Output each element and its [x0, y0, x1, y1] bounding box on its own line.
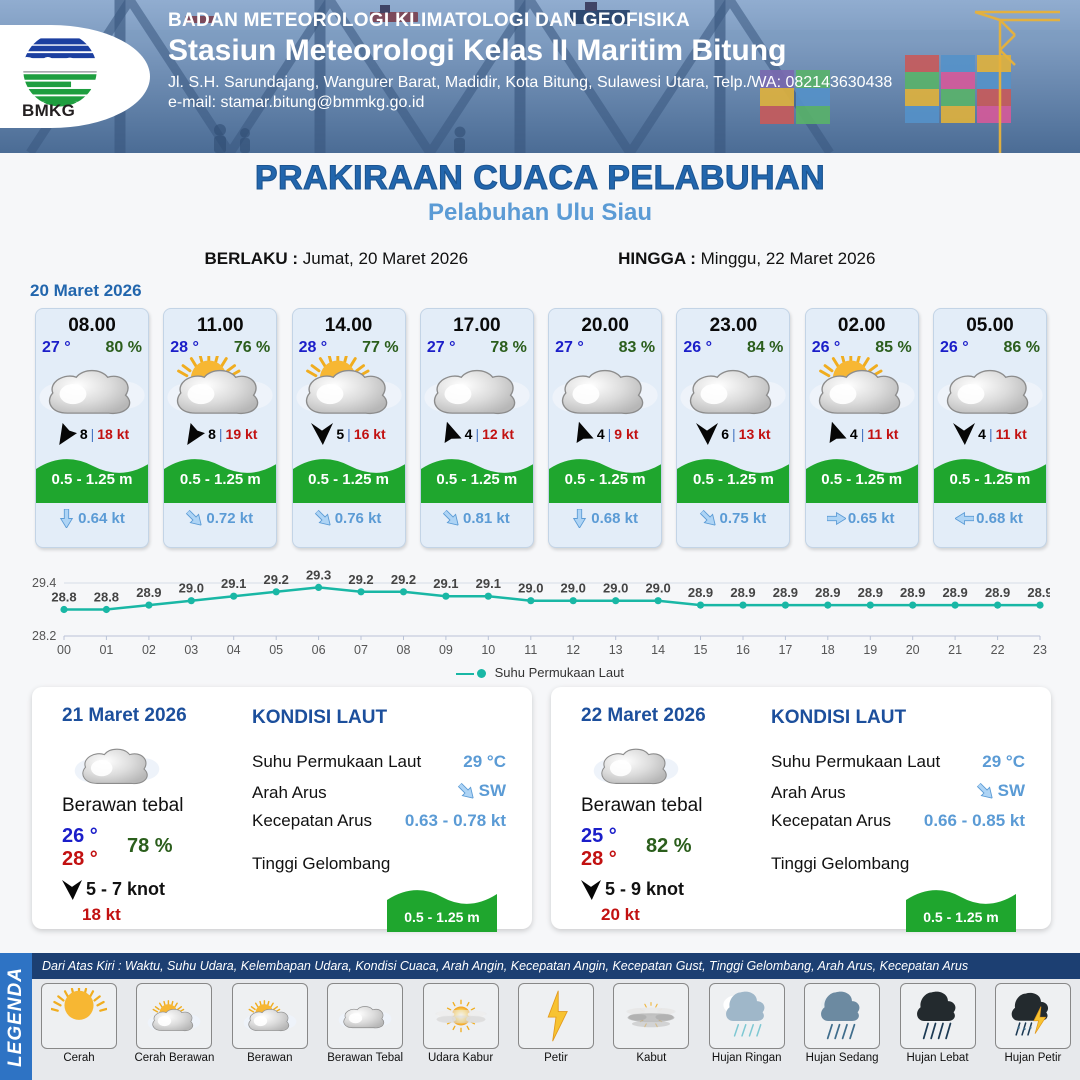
svg-text:04: 04 — [227, 643, 241, 657]
svg-text:03: 03 — [184, 643, 198, 657]
svg-text:02: 02 — [142, 643, 156, 657]
svg-text:29.2: 29.2 — [391, 572, 416, 587]
svg-text:00: 00 — [57, 643, 71, 657]
svg-text:29.2: 29.2 — [264, 572, 289, 587]
svg-text:28.9: 28.9 — [136, 585, 161, 600]
svg-text:21: 21 — [948, 643, 962, 657]
svg-text:28.9: 28.9 — [1027, 585, 1050, 600]
svg-text:23: 23 — [1033, 643, 1047, 657]
svg-text:29.2: 29.2 — [348, 572, 373, 587]
svg-text:11: 11 — [524, 643, 537, 657]
svg-text:08: 08 — [397, 643, 411, 657]
svg-text:28.9: 28.9 — [730, 585, 755, 600]
svg-text:29.1: 29.1 — [221, 576, 246, 591]
svg-text:20: 20 — [906, 643, 920, 657]
svg-text:10: 10 — [481, 643, 495, 657]
svg-text:29.4: 29.4 — [32, 576, 56, 590]
svg-text:28.8: 28.8 — [94, 590, 119, 605]
svg-text:28.9: 28.9 — [773, 585, 798, 600]
svg-text:29.0: 29.0 — [645, 581, 670, 596]
svg-text:28.9: 28.9 — [942, 585, 967, 600]
svg-text:28.9: 28.9 — [688, 585, 713, 600]
svg-text:29.0: 29.0 — [603, 581, 628, 596]
svg-text:19: 19 — [863, 643, 877, 657]
svg-text:16: 16 — [736, 643, 750, 657]
svg-text:15: 15 — [694, 643, 708, 657]
svg-text:29.1: 29.1 — [433, 576, 458, 591]
svg-text:07: 07 — [354, 643, 368, 657]
svg-text:28.2: 28.2 — [32, 629, 56, 643]
svg-text:28.9: 28.9 — [985, 585, 1010, 600]
svg-text:28.8: 28.8 — [51, 590, 76, 605]
svg-text:01: 01 — [99, 643, 113, 657]
svg-text:29.0: 29.0 — [561, 581, 586, 596]
svg-text:06: 06 — [312, 643, 326, 657]
svg-text:28.9: 28.9 — [900, 585, 925, 600]
svg-text:28.9: 28.9 — [815, 585, 840, 600]
svg-text:13: 13 — [609, 643, 623, 657]
svg-text:12: 12 — [566, 643, 580, 657]
svg-text:18: 18 — [821, 643, 835, 657]
svg-text:29.1: 29.1 — [476, 576, 501, 591]
svg-text:29.0: 29.0 — [179, 581, 204, 596]
svg-text:09: 09 — [439, 643, 453, 657]
svg-text:05: 05 — [269, 643, 283, 657]
svg-text:29.3: 29.3 — [306, 567, 331, 582]
svg-text:28.9: 28.9 — [858, 585, 883, 600]
svg-text:29.0: 29.0 — [518, 581, 543, 596]
svg-text:14: 14 — [651, 643, 665, 657]
svg-text:17: 17 — [778, 643, 792, 657]
svg-text:22: 22 — [991, 643, 1005, 657]
